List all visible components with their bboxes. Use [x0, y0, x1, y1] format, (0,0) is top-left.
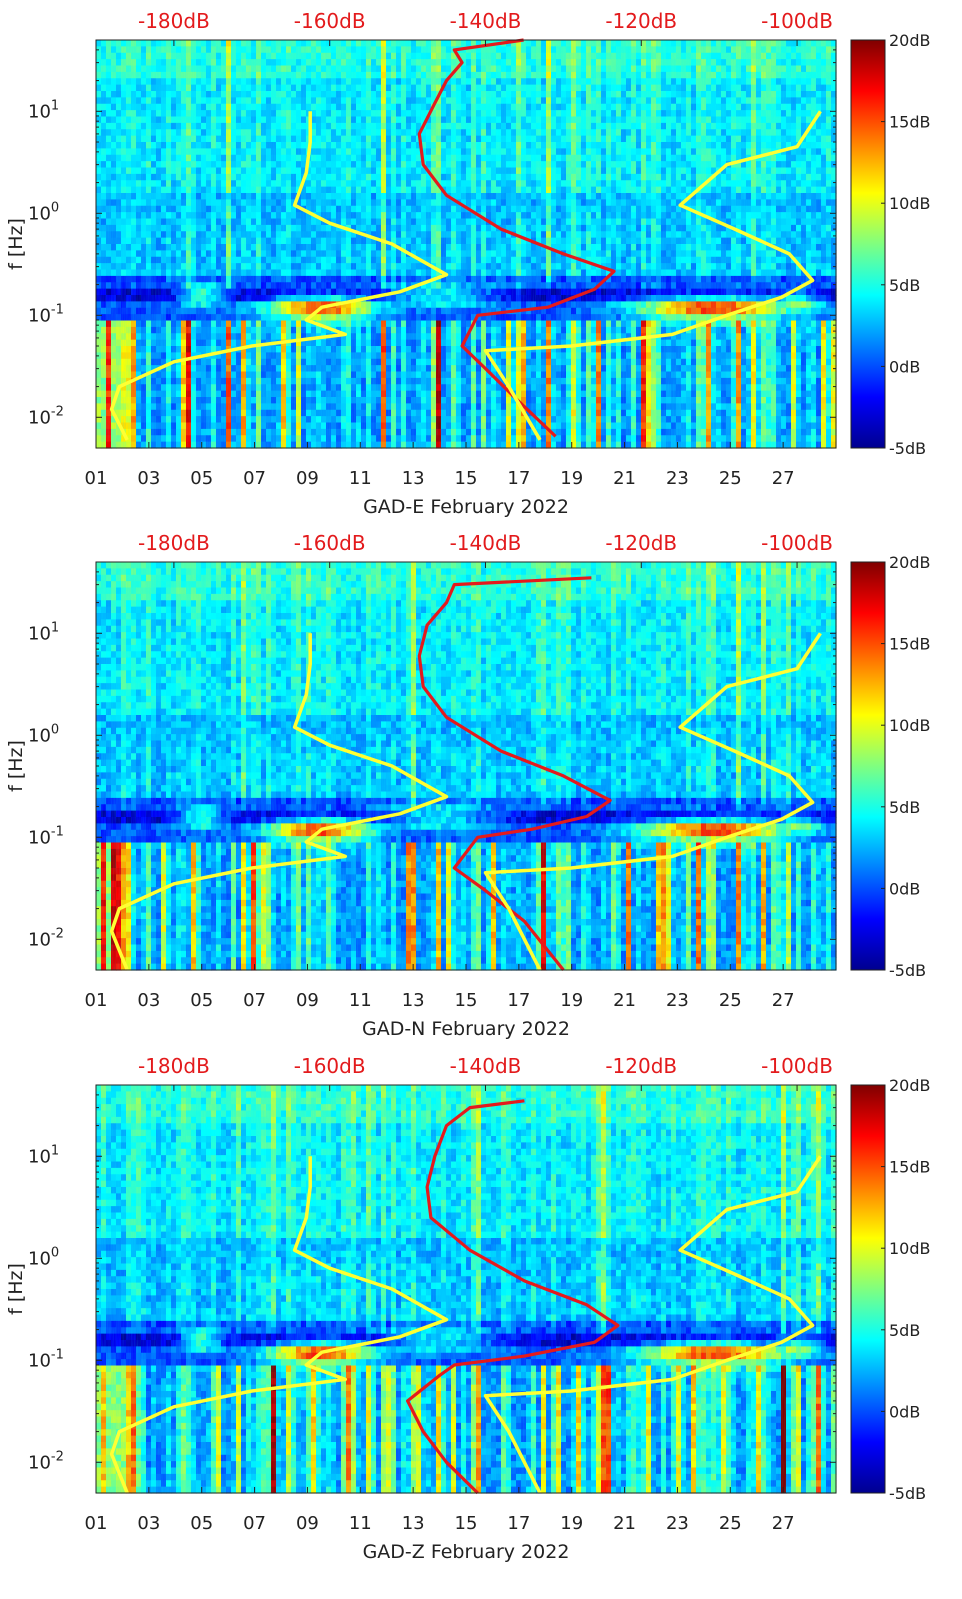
spectrogram-heatmap	[96, 40, 837, 449]
